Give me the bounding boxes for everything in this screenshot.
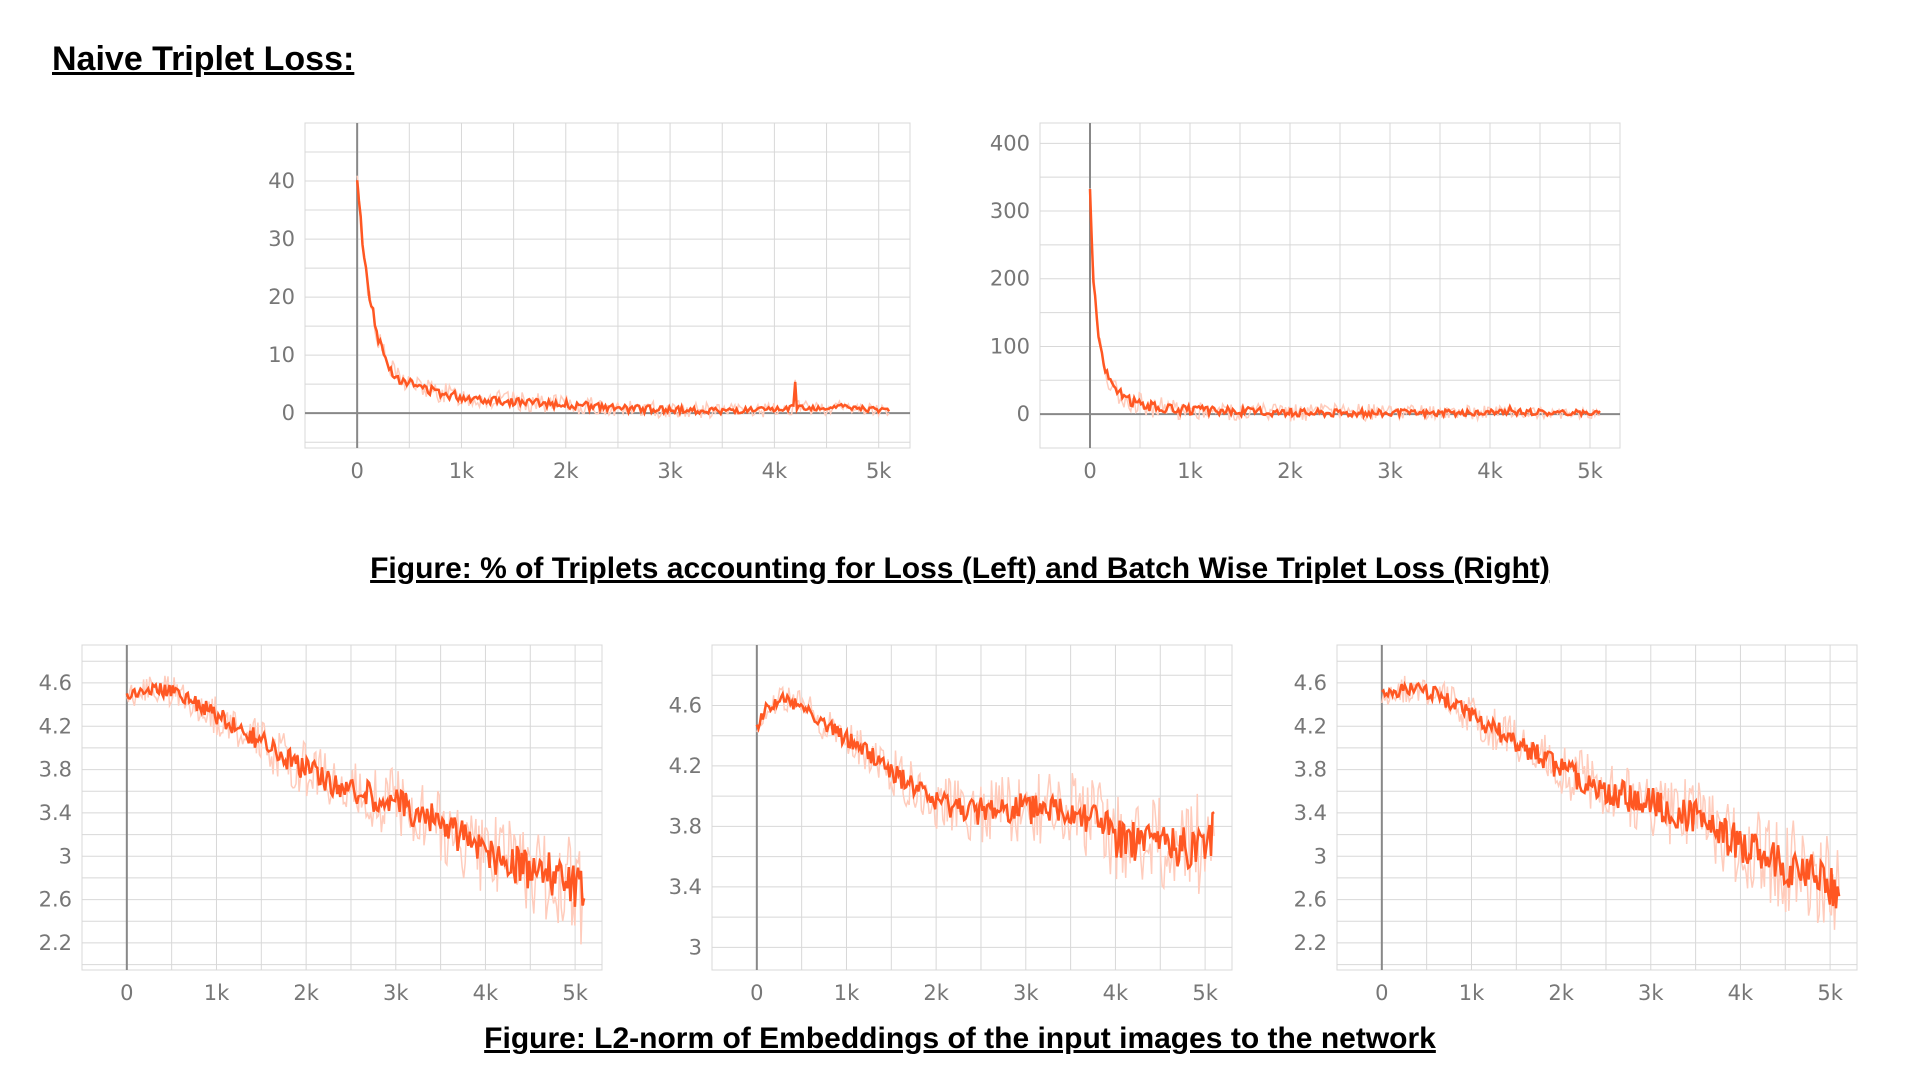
y-tick-label: 4.6 <box>1294 671 1327 695</box>
y-tick-label: 30 <box>268 227 295 251</box>
x-tick-label: 5k <box>1577 459 1603 483</box>
x-tick-label: 4k <box>1728 981 1754 1005</box>
y-tick-label: 3.8 <box>39 758 72 782</box>
y-tick-label: 3 <box>689 935 702 959</box>
y-tick-label: 4.2 <box>669 754 702 778</box>
y-tick-label: 0 <box>1017 402 1030 426</box>
x-tick-label: 4k <box>762 459 788 483</box>
x-tick-label: 3k <box>383 981 409 1005</box>
y-tick-label: 400 <box>990 131 1030 155</box>
series-raw-line <box>1381 675 1840 930</box>
x-tick-label: 1k <box>449 459 475 483</box>
x-tick-label: 1k <box>204 981 230 1005</box>
x-tick-label: 0 <box>350 459 363 483</box>
y-tick-label: 3 <box>1314 844 1327 868</box>
y-tick-label: 2.6 <box>1294 888 1327 912</box>
x-tick-label: 4k <box>473 981 499 1005</box>
x-tick-label: 2k <box>293 981 319 1005</box>
chart-l2-norm-middle: 0 1k 2k 3k 4k 5k 3 3.4 3.8 4.2 4.6 <box>669 644 1233 1005</box>
chart-triplets-percent: 0 1k 2k 3k 4k 5k 0 10 20 30 40 <box>268 122 911 483</box>
x-tick-label: 3k <box>657 459 683 483</box>
y-tick-label: 3.4 <box>39 801 72 825</box>
x-tick-label: 4k <box>1103 981 1129 1005</box>
y-tick-label: 3.4 <box>1294 801 1327 825</box>
chart-batch-triplet-loss: 0 1k 2k 3k 4k 5k 0 100 200 300 400 <box>990 122 1621 483</box>
x-tick-label: 0 <box>1375 981 1388 1005</box>
x-tick-label: 5k <box>1817 981 1843 1005</box>
x-tick-label: 5k <box>866 459 892 483</box>
x-tick-label: 1k <box>1459 981 1485 1005</box>
x-tick-label: 2k <box>1277 459 1303 483</box>
series-line <box>755 690 1215 871</box>
x-tick-label: 2k <box>923 981 949 1005</box>
y-tick-label: 2.6 <box>39 888 72 912</box>
y-tick-label: 10 <box>268 343 295 367</box>
y-tick-label: 2.2 <box>1294 931 1327 955</box>
y-tick-label: 4.6 <box>39 671 72 695</box>
figure-caption-top: Figure: % of Triplets accounting for Los… <box>370 552 1550 585</box>
figure-caption-bottom: Figure: L2-norm of Embeddings of the inp… <box>484 1022 1436 1055</box>
chart-l2-norm-right: 0 1k 2k 3k 4k 5k 2.2 2.6 3 3.4 3.8 4.2 4.6 <box>1294 644 1858 1005</box>
series-raw-line <box>1089 188 1601 423</box>
series-raw-line <box>356 175 890 420</box>
y-tick-label: 3.8 <box>669 814 702 838</box>
x-tick-label: 5k <box>562 981 588 1005</box>
x-tick-label: 2k <box>1548 981 1574 1005</box>
x-tick-label: 5k <box>1192 981 1218 1005</box>
y-tick-label: 100 <box>990 334 1030 358</box>
plot-frame <box>304 122 911 449</box>
y-tick-label: 3.4 <box>669 875 702 899</box>
series-line <box>125 681 586 907</box>
y-tick-label: 0 <box>282 401 295 425</box>
x-tick-label: 3k <box>1377 459 1403 483</box>
series-line <box>1088 188 1601 421</box>
y-tick-label: 4.2 <box>1294 714 1327 738</box>
x-tick-label: 1k <box>834 981 860 1005</box>
y-tick-label: 3 <box>59 844 72 868</box>
y-tick-label: 300 <box>990 199 1030 223</box>
y-tick-label: 20 <box>268 285 295 309</box>
x-tick-label: 2k <box>553 459 579 483</box>
section-heading: Naive Triplet Loss: <box>52 40 355 78</box>
x-tick-label: 0 <box>120 981 133 1005</box>
x-tick-label: 0 <box>750 981 763 1005</box>
x-tick-label: 1k <box>1177 459 1203 483</box>
series-line <box>1381 680 1841 909</box>
x-tick-label: 4k <box>1477 459 1503 483</box>
series-raw-line <box>756 685 1215 894</box>
series-raw-line <box>126 675 585 945</box>
x-tick-label: 3k <box>1013 981 1039 1005</box>
y-tick-label: 2.2 <box>39 931 72 955</box>
y-tick-label: 4.2 <box>39 714 72 738</box>
x-tick-label: 3k <box>1638 981 1664 1005</box>
y-tick-label: 40 <box>268 169 295 193</box>
y-tick-label: 200 <box>990 267 1030 291</box>
y-tick-label: 4.6 <box>669 693 702 717</box>
chart-l2-norm-left: 0 1k 2k 3k 4k 5k 2.2 2.6 3 3.4 3.8 4.2 4.6 <box>39 644 603 1005</box>
series-line <box>355 180 891 418</box>
y-tick-label: 3.8 <box>1294 758 1327 782</box>
x-tick-label: 0 <box>1083 459 1096 483</box>
